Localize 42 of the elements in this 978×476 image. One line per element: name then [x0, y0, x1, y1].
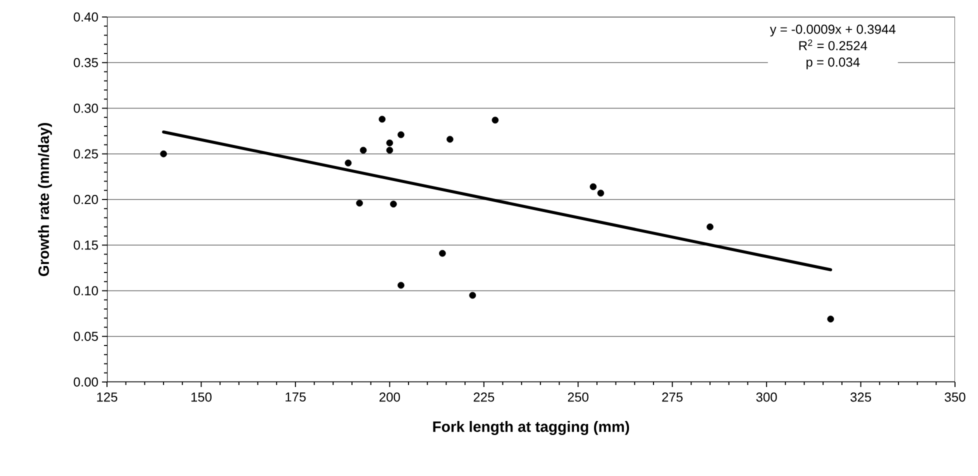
- point: [386, 146, 394, 154]
- y-tick-label: 0.20: [74, 194, 98, 204]
- point: [590, 183, 597, 190]
- x-tick-label: 275: [662, 392, 683, 402]
- y-tick-label: 0.05: [74, 332, 98, 341]
- point: [492, 116, 499, 124]
- point: [378, 116, 386, 123]
- y-tick-label: 0.40: [74, 12, 98, 22]
- point: [398, 131, 404, 138]
- point: [356, 200, 363, 207]
- point: [390, 200, 397, 208]
- point: [827, 316, 834, 322]
- point: [344, 160, 352, 166]
- x-tick-label: 325: [850, 392, 872, 402]
- y-tick-label: 0.00: [74, 377, 98, 387]
- x-tick-label: 175: [286, 392, 306, 402]
- point: [439, 250, 446, 257]
- point: [706, 223, 714, 230]
- x-tick-label: 150: [191, 392, 212, 402]
- point: [160, 150, 167, 158]
- y-tick-label: 0.15: [74, 240, 98, 250]
- x-tick-label: 300: [756, 392, 777, 402]
- y-axis-title: Growth rate (mm/day): [38, 123, 52, 276]
- y-tick-label: 0.25: [74, 149, 98, 158]
- point: [597, 190, 604, 197]
- point: [360, 146, 367, 154]
- y-tick-label: 0.30: [74, 104, 98, 113]
- point: [386, 140, 394, 146]
- x-tick-label: 350: [944, 392, 966, 402]
- x-tick-label: 225: [474, 392, 494, 402]
- point: [398, 282, 404, 289]
- x-tick-label: 250: [568, 392, 588, 402]
- annotation: R$^{2}$ = 0.2524: [799, 39, 868, 50]
- annotation: p = 0.034: [806, 58, 860, 70]
- x-axis-title: Fork length at tagging (mm): [433, 421, 630, 436]
- y-tick-label: 0.10: [74, 286, 98, 296]
- x-tick-label: 200: [380, 392, 400, 402]
- annotation: y = -0.0009x + 0.3944: [770, 24, 896, 36]
- y-tick-label: 0.35: [74, 58, 98, 68]
- point: [446, 136, 454, 143]
- x-tick-label: 125: [97, 392, 118, 402]
- point: [469, 292, 476, 299]
